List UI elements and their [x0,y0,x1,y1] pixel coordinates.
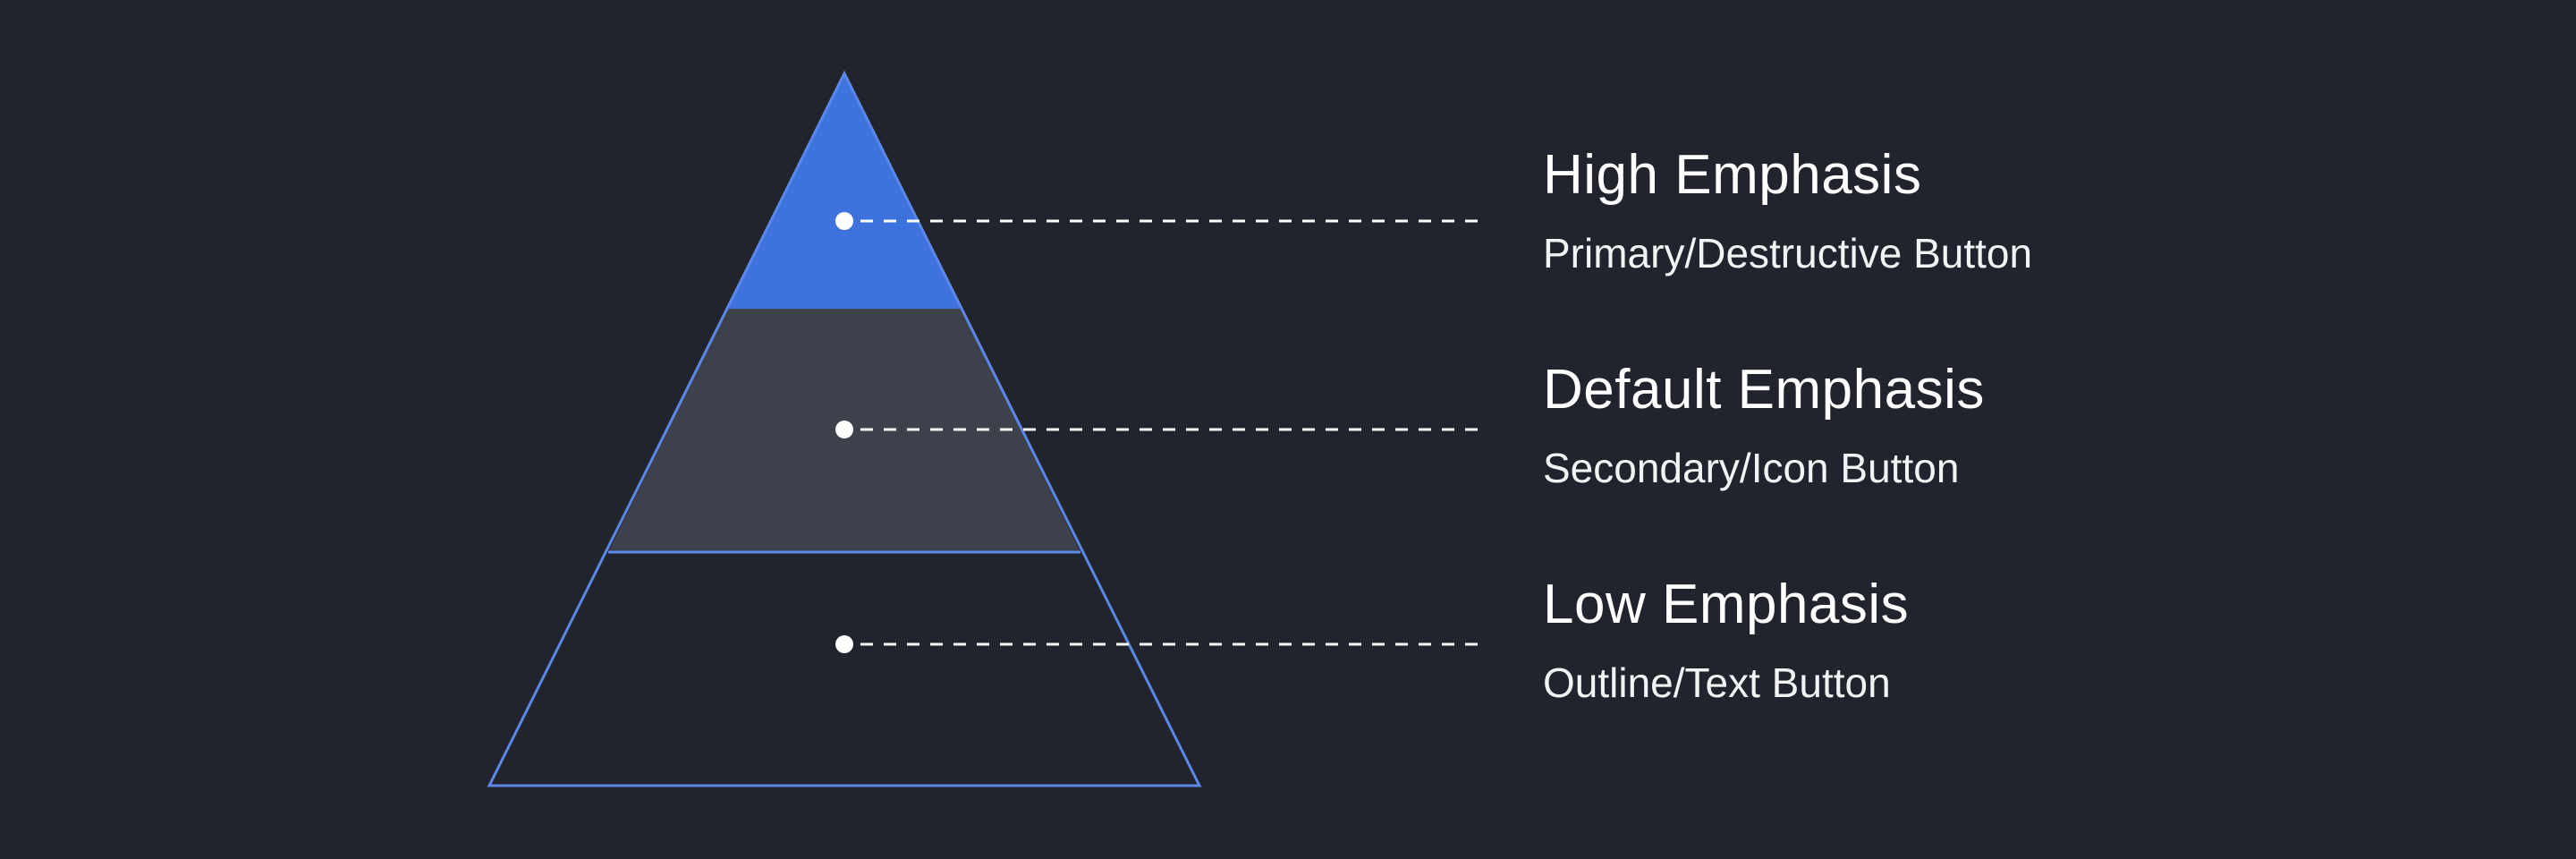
marker-dot-low [835,635,853,653]
level-subtitle-high: Primary/Destructive Button [1543,230,2033,276]
level-subtitle-low: Outline/Text Button [1543,659,1891,706]
level-subtitle-default: Secondary/Icon Button [1543,445,1960,491]
level-title-low: Low Emphasis [1543,574,1910,635]
pyramid-tier-high [727,73,962,309]
pyramid-tier-low [489,552,1199,786]
level-title-default: Default Emphasis [1543,359,1985,421]
level-default: Default Emphasis Secondary/Icon Button [1543,358,2348,492]
marker-dot-high [835,212,853,230]
level-title-high: High Emphasis [1543,144,1922,206]
connectors [835,212,1487,653]
marker-dot-default [835,421,853,438]
pyramid-outline [487,70,1202,787]
level-high: High Emphasis Primary/Destructive Button [1543,143,2348,277]
level-low: Low Emphasis Outline/Text Button [1543,573,2348,707]
